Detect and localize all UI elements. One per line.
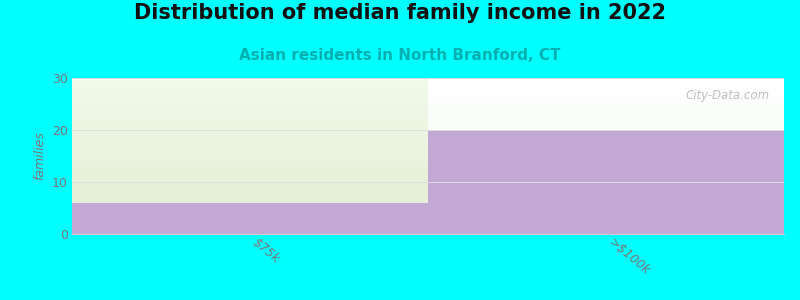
Text: Distribution of median family income in 2022: Distribution of median family income in … <box>134 3 666 23</box>
Bar <box>72 203 428 234</box>
Y-axis label: families: families <box>34 132 46 180</box>
Bar <box>428 130 784 234</box>
Text: Asian residents in North Branford, CT: Asian residents in North Branford, CT <box>239 48 561 63</box>
Text: City-Data.com: City-Data.com <box>686 89 770 102</box>
